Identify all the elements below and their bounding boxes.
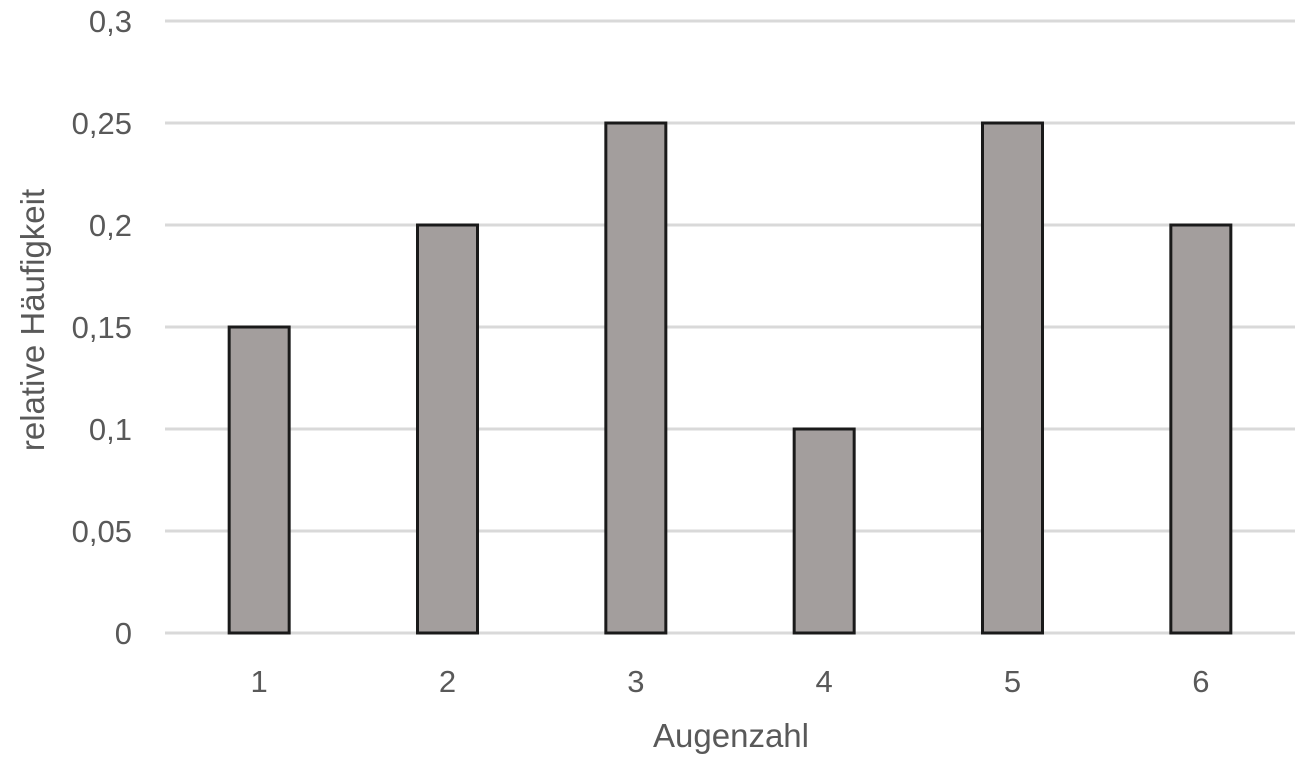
x-tick-label: 3 [627,664,644,699]
bar-4 [792,427,856,635]
x-tick-label: 1 [251,664,268,699]
y-tick-label: 0,2 [89,208,132,243]
y-axis-title: relative Häufigkeit [14,189,51,451]
x-axis-tick-labels: 1 2 3 4 5 6 [251,664,1210,699]
x-tick-label: 4 [816,664,833,699]
gridlines [165,19,1295,635]
bars [227,121,1233,635]
y-tick-label: 0,1 [89,412,132,447]
y-tick-label: 0 [115,616,132,651]
bar-1 [227,325,291,635]
y-axis-tick-labels: 0 0,05 0,1 0,15 0,2 0,25 0,3 [72,4,132,651]
x-tick-label: 5 [1004,664,1021,699]
y-tick-label: 0,3 [89,4,132,39]
x-axis-title: Augenzahl [653,717,809,754]
x-tick-label: 6 [1192,664,1209,699]
y-tick-label: 0,25 [72,106,132,141]
y-tick-label: 0,15 [72,310,132,345]
bar-6 [1169,223,1233,635]
y-tick-label: 0,05 [72,514,132,549]
bar-5 [981,121,1044,635]
bar-2 [416,223,479,635]
bar-3 [604,121,668,635]
x-tick-label: 2 [439,664,456,699]
